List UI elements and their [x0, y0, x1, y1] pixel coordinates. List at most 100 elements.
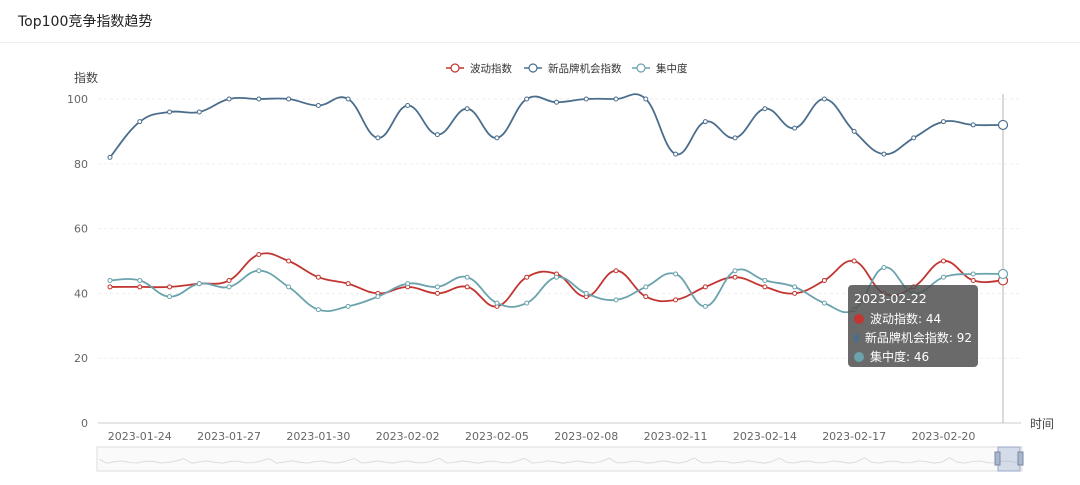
data-zoom-slider[interactable] [96, 446, 1024, 472]
data-point [821, 96, 827, 102]
data-point [702, 284, 708, 290]
data-point [940, 274, 946, 280]
data-point [137, 277, 143, 283]
y-tick-label: 60 [74, 223, 88, 236]
legend-label: 集中度 [656, 62, 688, 75]
data-point [315, 307, 321, 313]
data-point [524, 96, 530, 102]
data-point [226, 96, 232, 102]
zoom-track [96, 446, 1023, 472]
data-point [702, 303, 708, 309]
legend-item-0[interactable]: 波动指数 [446, 62, 512, 75]
data-point [792, 284, 798, 290]
data-point [940, 119, 946, 125]
x-tick-label: 2023-01-30 [286, 430, 350, 443]
data-point [997, 119, 1009, 131]
zoom-handle-right[interactable] [1017, 451, 1024, 466]
data-point [881, 264, 887, 270]
data-point [673, 271, 679, 277]
data-point [256, 268, 262, 274]
data-point [494, 300, 500, 306]
data-point [911, 135, 917, 141]
data-point [345, 281, 351, 287]
data-point [762, 284, 768, 290]
data-point [226, 277, 232, 283]
data-point [732, 135, 738, 141]
x-tick-label: 2023-02-05 [465, 430, 529, 443]
data-point [464, 284, 470, 290]
data-point [970, 271, 976, 277]
x-tick-label: 2023-02-14 [733, 430, 797, 443]
data-point [881, 151, 887, 157]
data-point [256, 252, 262, 258]
x-tick-label: 2023-02-08 [554, 430, 618, 443]
y-tick-label: 80 [74, 158, 88, 171]
tooltip-label-concentration: 集中度: 46 [870, 350, 930, 364]
data-point [792, 125, 798, 131]
data-point [732, 268, 738, 274]
data-point [613, 268, 619, 274]
data-point [434, 290, 440, 296]
data-point [762, 277, 768, 283]
data-point [583, 290, 589, 296]
data-point [405, 281, 411, 287]
data-point [997, 268, 1009, 280]
data-point [434, 284, 440, 290]
data-point [315, 102, 321, 108]
data-point [286, 96, 292, 102]
data-point [345, 303, 351, 309]
x-tick-label: 2023-02-02 [376, 430, 440, 443]
legend-label: 新品牌机会指数 [548, 62, 622, 75]
data-point [554, 274, 559, 280]
data-point [286, 258, 292, 264]
y-tick-label: 100 [67, 93, 88, 106]
x-tick-label: 2023-02-17 [822, 430, 886, 443]
data-point [702, 119, 708, 125]
zoom-window [997, 446, 1021, 472]
data-point [167, 294, 173, 300]
data-point [256, 96, 262, 102]
legend-item-2[interactable]: 集中度 [632, 62, 688, 75]
data-point [643, 96, 649, 102]
data-point [196, 109, 202, 115]
data-point [226, 284, 232, 290]
data-point [554, 99, 559, 105]
zoom-handle-left[interactable] [994, 451, 1001, 466]
data-point [286, 284, 292, 290]
page-title: Top100竞争指数趋势 [18, 14, 153, 30]
x-axis-label: 时间 [1030, 417, 1054, 431]
tooltip-dot-volatility [854, 313, 864, 324]
legend-item-1[interactable]: 新品牌机会指数 [524, 62, 622, 75]
data-point [643, 284, 649, 290]
x-tick-label: 2023-02-20 [911, 430, 975, 443]
data-point [464, 274, 470, 280]
y-axis-label: 指数 [74, 70, 98, 85]
chart-tooltip: 2023-02-22 波动指数: 44 新品牌机会指数: 92 集中度: 46 [848, 285, 978, 367]
data-point [792, 290, 798, 296]
data-point [107, 284, 113, 290]
data-point [345, 96, 351, 102]
data-point [643, 294, 649, 300]
tooltip-label-new-brand: 新品牌机会指数: 92 [864, 331, 972, 345]
data-point [821, 277, 827, 283]
zoom-sparkline [98, 457, 1020, 464]
data-point [137, 119, 143, 125]
data-point [583, 96, 589, 102]
data-point [940, 258, 946, 264]
tooltip-row-concentration: 集中度: 46 [854, 347, 972, 366]
data-point [732, 274, 738, 280]
data-point [524, 300, 530, 306]
data-point [762, 106, 768, 112]
data-point [613, 297, 619, 303]
data-point [970, 122, 976, 128]
data-point [494, 135, 500, 141]
data-point [464, 106, 470, 112]
tooltip-dot-new-brand [854, 332, 859, 343]
data-point [107, 277, 113, 283]
y-tick-label: 0 [81, 417, 88, 430]
data-point [970, 277, 976, 283]
title-divider [0, 42, 1080, 43]
tooltip-row-volatility: 波动指数: 44 [854, 309, 972, 328]
y-tick-label: 20 [74, 352, 88, 365]
